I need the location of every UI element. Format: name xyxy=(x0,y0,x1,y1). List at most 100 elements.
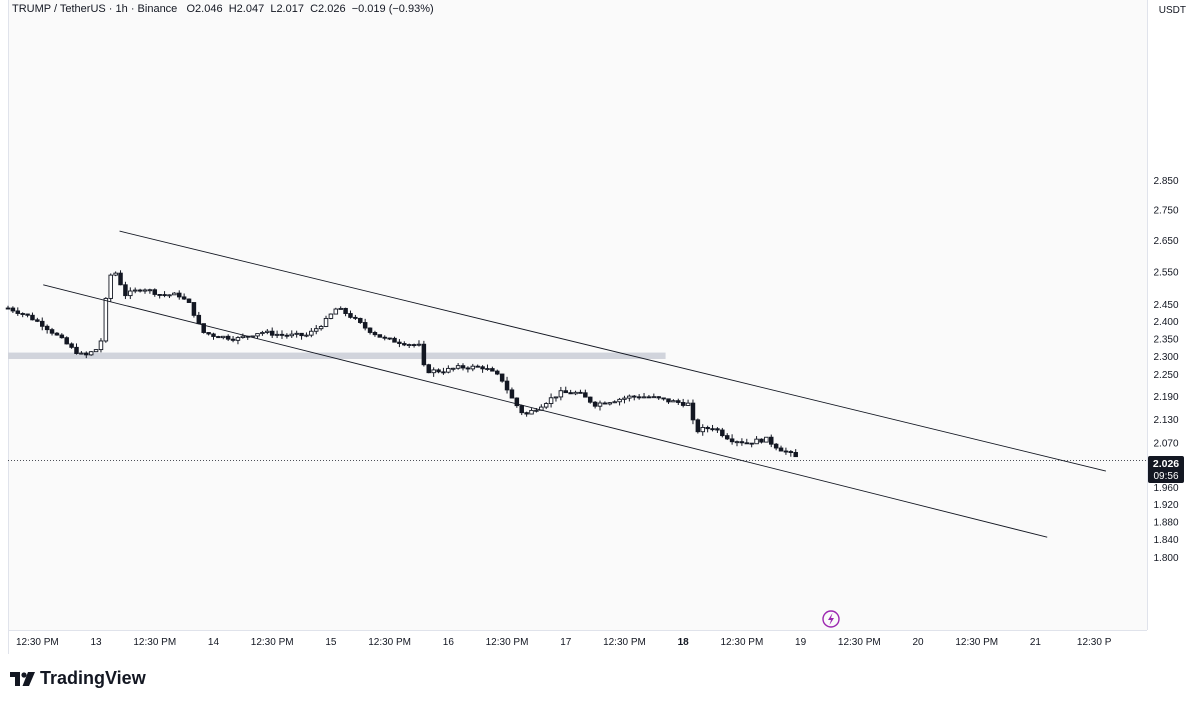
candle xyxy=(627,394,632,402)
candle xyxy=(768,434,774,448)
candle xyxy=(98,338,104,353)
candle-body-up xyxy=(617,398,622,403)
candle xyxy=(754,436,759,445)
candle-body-down xyxy=(382,336,387,339)
candle-body-down xyxy=(201,323,206,333)
candle-body-down xyxy=(509,389,515,399)
time-scale-panel[interactable] xyxy=(8,630,1147,654)
close-value: 2.026 xyxy=(318,3,346,15)
candle xyxy=(744,438,750,445)
candle-body-up xyxy=(113,272,118,276)
candle xyxy=(59,333,65,339)
tradingview-brand[interactable]: TradingView xyxy=(10,668,146,689)
candle-body-down xyxy=(480,366,485,370)
symbol-header[interactable]: TRUMP / TetherUS · 1h · Binance O2.046 H… xyxy=(12,3,434,15)
candle xyxy=(132,287,138,294)
candle xyxy=(338,306,343,310)
candle xyxy=(592,401,598,409)
time-tick-day: 14 xyxy=(208,637,220,648)
price-tick-label: 2.190 xyxy=(1153,392,1178,403)
candle-body-down xyxy=(773,443,779,449)
interval[interactable]: 1h xyxy=(115,3,128,15)
support-zone-layer xyxy=(8,352,666,359)
candle xyxy=(289,330,295,338)
candle xyxy=(680,398,686,408)
candle xyxy=(235,336,241,345)
time-tick-day: 17 xyxy=(560,637,572,648)
candle xyxy=(431,367,436,377)
candle-body-down xyxy=(353,316,358,319)
candle xyxy=(764,436,769,443)
candle xyxy=(313,325,319,335)
candle-body-down xyxy=(632,395,637,398)
candle-body-down xyxy=(25,313,30,316)
candle xyxy=(260,330,265,336)
currency-label[interactable]: USDT xyxy=(1158,5,1186,16)
time-tick-label: 12:30 PM xyxy=(486,637,529,648)
candle xyxy=(382,335,387,341)
candle-body-down xyxy=(729,438,735,443)
candle-body-up xyxy=(93,349,99,353)
candle xyxy=(30,312,35,321)
candle xyxy=(695,418,701,434)
candle xyxy=(10,306,16,313)
candle-body-down xyxy=(475,365,480,368)
candle-body-down xyxy=(181,296,187,300)
candle xyxy=(416,340,422,347)
candle xyxy=(666,398,671,404)
candle-body-down xyxy=(196,314,202,325)
candle xyxy=(142,288,148,294)
channel-line-upper xyxy=(119,230,1107,472)
candle xyxy=(39,317,45,331)
candle-body-down xyxy=(279,333,285,336)
candle xyxy=(54,332,60,336)
candle-body-up xyxy=(108,274,113,299)
candle-body-up xyxy=(98,340,104,351)
time-tick-label: 12:30 PM xyxy=(720,637,763,648)
candle-body-up xyxy=(132,289,138,292)
candle-body-up xyxy=(274,333,280,336)
candle xyxy=(25,313,30,318)
last-price-countdown: 09:56 xyxy=(1153,471,1178,482)
candle xyxy=(269,327,275,338)
candle-body-down xyxy=(123,284,128,297)
candle xyxy=(519,404,524,416)
candle xyxy=(367,327,373,335)
tradingview-wordmark: TradingView xyxy=(40,668,146,688)
time-tick-label: 12:30 PM xyxy=(603,637,646,648)
last-price-label: 2.026 09:56 xyxy=(1148,456,1184,483)
lightning-bolt-icon[interactable] xyxy=(822,610,840,628)
candle xyxy=(568,389,573,395)
candle-body-down xyxy=(362,322,368,329)
channel-lines-layer xyxy=(43,230,1107,538)
candle-body-up xyxy=(255,333,260,337)
candle-body-down xyxy=(387,337,392,340)
time-tick-day: 19 xyxy=(795,637,807,648)
candle-body-up xyxy=(250,335,255,338)
price-tick-label: 2.400 xyxy=(1153,317,1178,328)
candle-body-down xyxy=(676,400,681,403)
candle xyxy=(191,302,197,318)
time-tick-day: 13 xyxy=(91,637,103,648)
candle xyxy=(274,330,280,339)
candle-body-down xyxy=(162,294,167,297)
candle xyxy=(397,339,402,348)
candle-body-down xyxy=(5,307,11,310)
close-label: C xyxy=(310,3,319,15)
symbol-name[interactable]: TRUMP / TetherUS xyxy=(12,3,106,15)
low-value: 2.017 xyxy=(276,3,304,15)
candle-body-down xyxy=(206,332,211,335)
candle xyxy=(563,386,569,394)
candle-body-down xyxy=(778,447,784,452)
candle-body-down xyxy=(720,429,725,437)
support-zone xyxy=(8,352,666,359)
price-scale-panel[interactable] xyxy=(1147,0,1200,630)
candle-body-down xyxy=(225,335,231,340)
candle-body-down xyxy=(749,442,754,445)
price-tick-label: 2.250 xyxy=(1153,370,1178,381)
candle xyxy=(411,343,417,348)
candle xyxy=(602,401,608,405)
candle xyxy=(504,376,510,394)
